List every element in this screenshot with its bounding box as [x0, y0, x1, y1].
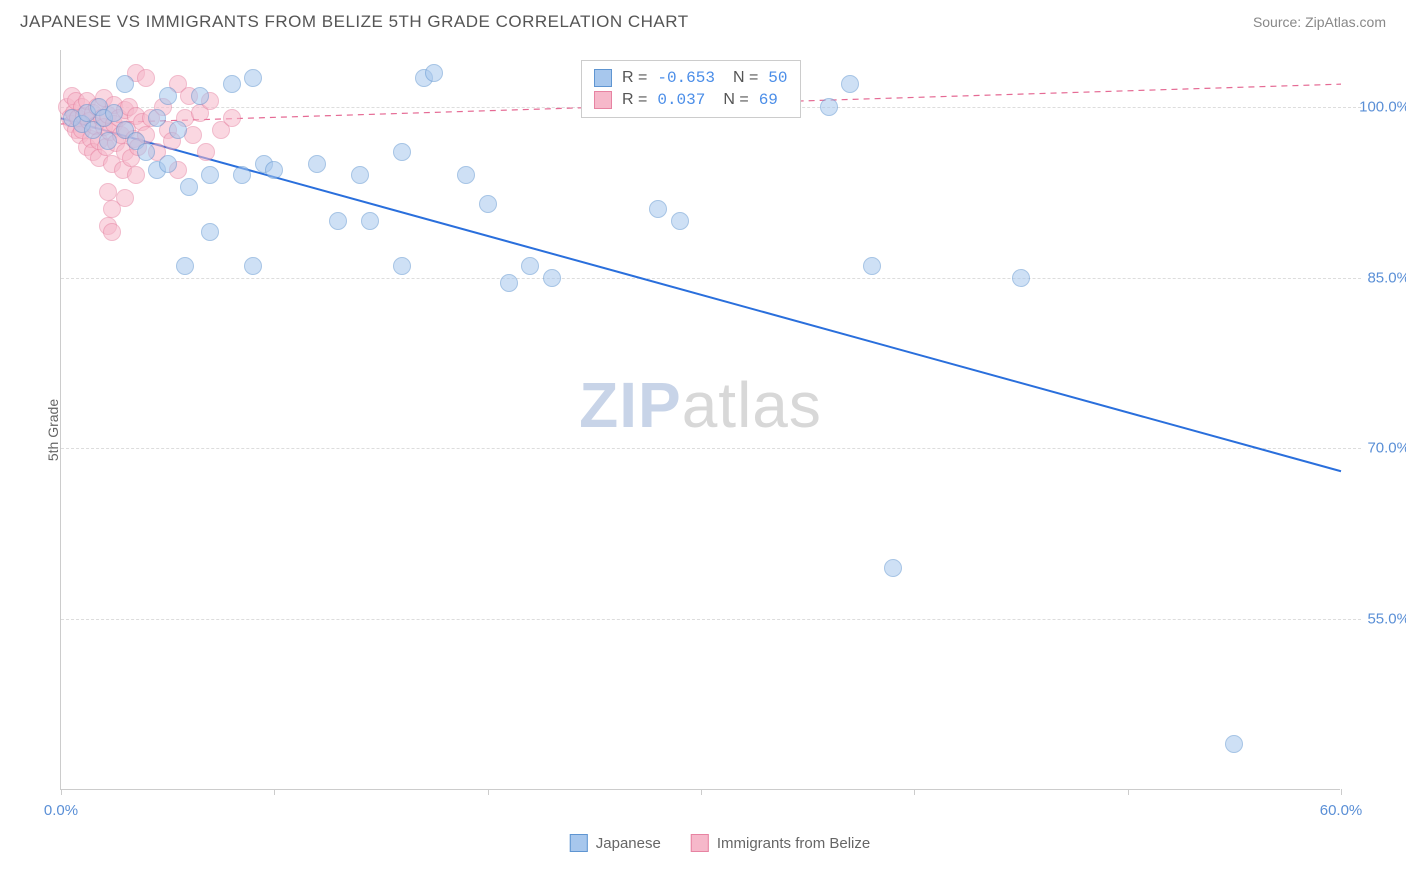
scatter-point	[1225, 735, 1243, 753]
scatter-point	[159, 155, 177, 173]
stats-n-label: N =	[733, 69, 758, 87]
scatter-point	[265, 161, 283, 179]
scatter-point	[116, 75, 134, 93]
scatter-point	[820, 98, 838, 116]
legend-item: Japanese	[570, 834, 661, 852]
scatter-point	[500, 274, 518, 292]
scatter-point	[884, 559, 902, 577]
stats-n-value: 50	[768, 69, 787, 87]
scatter-point	[191, 87, 209, 105]
y-axis-label: 5th Grade	[45, 399, 61, 461]
scatter-point	[351, 166, 369, 184]
scatter-point	[159, 87, 177, 105]
scatter-point	[543, 269, 561, 287]
scatter-point	[308, 155, 326, 173]
legend-label: Japanese	[596, 835, 661, 852]
scatter-point	[180, 178, 198, 196]
scatter-point	[244, 257, 262, 275]
scatter-point	[841, 75, 859, 93]
scatter-point	[137, 69, 155, 87]
scatter-point	[233, 166, 251, 184]
stats-n-value: 69	[759, 91, 778, 109]
scatter-point	[244, 69, 262, 87]
series-swatch	[594, 91, 612, 109]
series-swatch	[570, 834, 588, 852]
scatter-point	[671, 212, 689, 230]
scatter-point	[649, 200, 667, 218]
stats-row: R = -0.653 N = 50	[594, 67, 788, 89]
stats-r-value: 0.037	[657, 91, 705, 109]
stats-r-value: -0.653	[657, 69, 715, 87]
legend-label: Immigrants from Belize	[717, 835, 870, 852]
scatter-point	[457, 166, 475, 184]
scatter-point	[116, 189, 134, 207]
scatter-point	[521, 257, 539, 275]
series-swatch	[594, 69, 612, 87]
scatter-point	[197, 143, 215, 161]
scatter-point	[479, 195, 497, 213]
chart-header: JAPANESE VS IMMIGRANTS FROM BELIZE 5TH G…	[0, 0, 1406, 40]
x-tick-label: 0.0%	[44, 802, 78, 819]
scatter-point	[99, 183, 117, 201]
scatter-point	[99, 132, 117, 150]
scatter-point	[329, 212, 347, 230]
legend-item: Immigrants from Belize	[691, 834, 870, 852]
scatter-point	[1012, 269, 1030, 287]
scatter-point	[148, 109, 166, 127]
scatter-point	[393, 257, 411, 275]
scatter-point	[105, 104, 123, 122]
scatter-point	[223, 75, 241, 93]
stats-box: R =-0.653N =50R = 0.037N =69	[581, 60, 801, 118]
legend-bottom: Japanese Immigrants from Belize	[570, 834, 870, 852]
scatter-point	[103, 223, 121, 241]
scatter-point	[361, 212, 379, 230]
scatter-point	[425, 64, 443, 82]
scatter-point	[201, 223, 219, 241]
scatter-point	[127, 166, 145, 184]
scatter-point	[169, 121, 187, 139]
scatter-point	[176, 257, 194, 275]
stats-r-label: R =	[622, 91, 647, 109]
trend-line-Japanese	[61, 118, 1341, 471]
plot-area: ZIPatlas 55.0%70.0%85.0%100.0%0.0%60.0%R…	[60, 50, 1340, 790]
stats-n-label: N =	[723, 91, 748, 109]
scatter-point	[863, 257, 881, 275]
x-tick-label: 60.0%	[1320, 802, 1363, 819]
scatter-point	[201, 166, 219, 184]
stats-r-label: R =	[622, 69, 647, 87]
chart-title: JAPANESE VS IMMIGRANTS FROM BELIZE 5TH G…	[20, 12, 689, 32]
scatter-point	[393, 143, 411, 161]
stats-row: R = 0.037 N = 69	[594, 89, 788, 111]
scatter-point	[137, 143, 155, 161]
chart-container: 5th Grade ZIPatlas 55.0%70.0%85.0%100.0%…	[60, 50, 1380, 810]
series-swatch	[691, 834, 709, 852]
chart-source: Source: ZipAtlas.com	[1253, 14, 1386, 30]
scatter-point	[223, 109, 241, 127]
